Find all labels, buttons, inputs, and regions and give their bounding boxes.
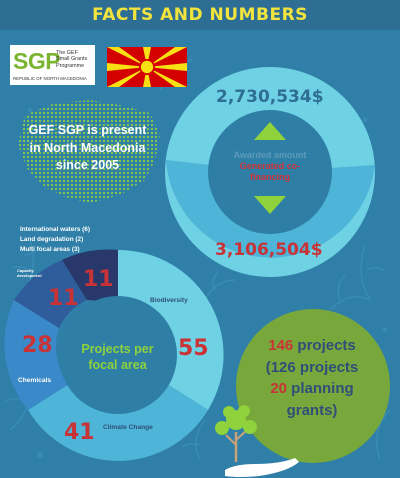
capacity-line-1: Capacity (17, 268, 34, 273)
logo-country: REPUBLIC OF NORTH MACEDONIA (13, 76, 87, 81)
projects-line-1: 146 projects (242, 335, 382, 357)
map-icon (18, 100, 160, 203)
presence-statement: GEF SGP is present in North Macedonia si… (15, 122, 160, 175)
presence-line-1: GEF SGP is present (28, 123, 147, 137)
focal-center-line-1: Projects per (81, 342, 154, 356)
logo-line-3: Programme (56, 62, 85, 69)
funding-center-labels: Awarded amount Generated co- financing (221, 150, 319, 183)
logo-program-name: The GEF Small Grants Programme (56, 50, 94, 69)
legend-international-waters: International waters (6) (20, 226, 90, 233)
awarded-label: Awarded amount (233, 150, 307, 160)
cofinancing-label-1: Generated co- (239, 161, 301, 171)
presence-line-3: since 2005 (55, 158, 120, 172)
cofinancing-label-2: financing (250, 172, 290, 182)
presence-line-2: in North Macedonia (29, 140, 146, 155)
climate-change-value: 41 (64, 420, 95, 445)
capacity-line-2: development (17, 273, 42, 278)
projects-line-4: grants) (286, 401, 338, 419)
flag-icon (107, 47, 187, 87)
biodiversity-value: 55 (178, 336, 209, 361)
logo-line-2: Small Grants (56, 56, 88, 63)
header-bar: FACTS AND NUMBERS (0, 0, 400, 30)
page-title: FACTS AND NUMBERS (92, 5, 308, 25)
segment-value-top: 11 (83, 267, 114, 292)
total-projects-label: projects (297, 337, 356, 354)
chemicals-label: Chemicals (18, 377, 51, 384)
projects-line-2: (126 projects (265, 358, 359, 376)
sgp-logo: SGP The GEF Small Grants Programme REPUB… (10, 45, 95, 85)
logo-line-1: The GEF (56, 50, 78, 56)
climate-change-label: Climate Change (103, 424, 153, 431)
legend-multi-focal: Multi focal areas (3) (20, 246, 80, 253)
legend-land-degradation: Land degradation (2) (20, 236, 84, 243)
total-projects-number: 146 (268, 337, 294, 354)
logo-acronym: SGP (13, 48, 61, 74)
cofinancing-value: 3,106,504$ (215, 240, 323, 260)
biodiversity-label: Biodiversity (150, 297, 188, 304)
awarded-amount-value: 2,730,534$ (216, 87, 324, 107)
projects-line-3: 20 planning (242, 378, 382, 400)
segment-value-left: 11 (48, 286, 79, 311)
small-focal-legend: International waters (6) Land degradatio… (20, 225, 90, 255)
planning-label: planning (291, 380, 354, 397)
chemicals-value: 28 (22, 333, 53, 358)
planning-grants-number: 20 (270, 380, 287, 397)
projects-summary: 146 projects (126 projects 20 planning g… (242, 335, 382, 421)
capacity-development-label: Capacity development (17, 268, 57, 278)
focal-center-text: Projects per focal area (60, 341, 175, 373)
focal-center-line-2: focal area (88, 358, 147, 372)
